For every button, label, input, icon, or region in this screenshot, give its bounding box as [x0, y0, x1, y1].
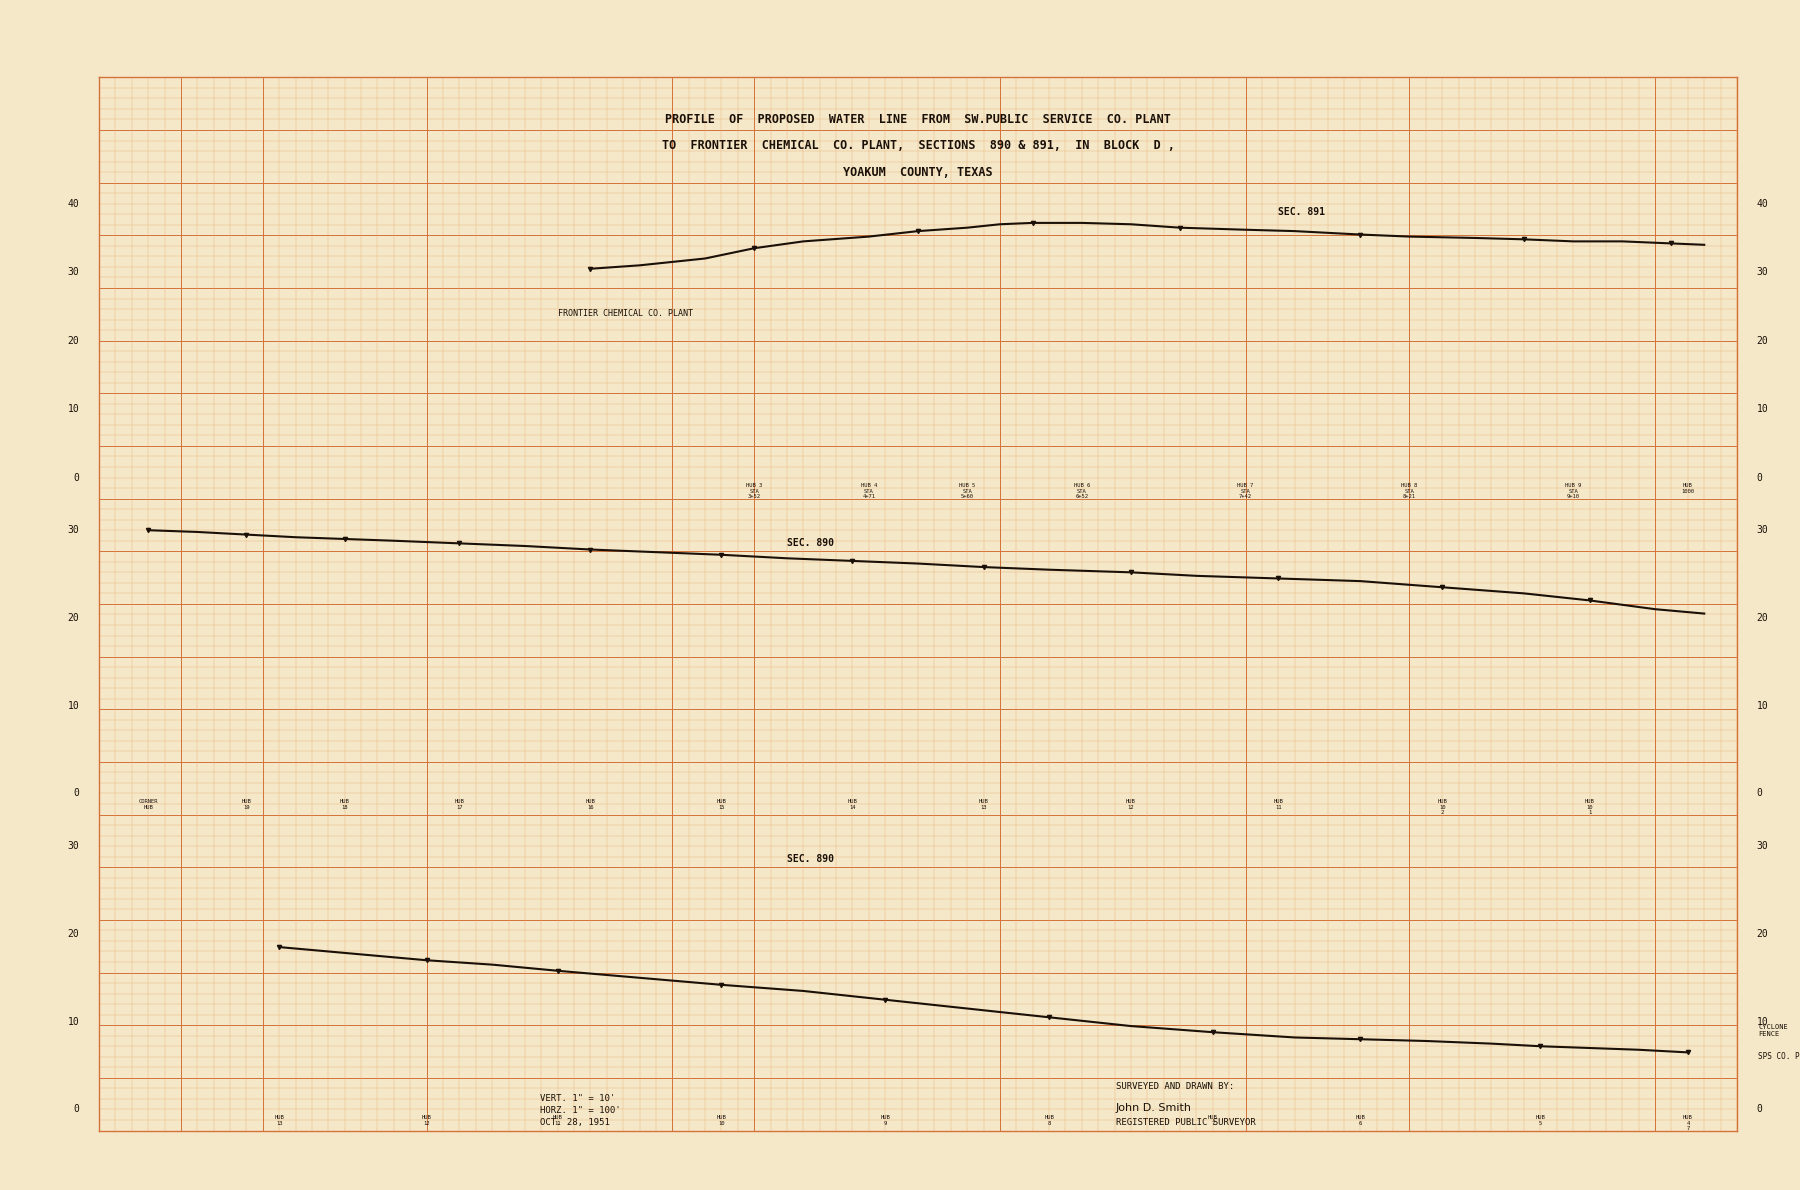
- Text: SEC. 890: SEC. 890: [787, 538, 833, 547]
- Text: HUB
14: HUB 14: [848, 798, 857, 809]
- Text: 20: 20: [68, 929, 79, 939]
- Text: OCT. 28, 1951: OCT. 28, 1951: [540, 1117, 610, 1127]
- Text: 0: 0: [74, 1104, 79, 1115]
- Text: 0: 0: [1757, 472, 1762, 483]
- Text: HUB 8
STA
8+21: HUB 8 STA 8+21: [1400, 483, 1418, 500]
- Text: PROFILE  OF  PROPOSED  WATER  LINE  FROM  SW.PUBLIC  SERVICE  CO. PLANT: PROFILE OF PROPOSED WATER LINE FROM SW.P…: [664, 113, 1172, 126]
- Text: 30: 30: [1757, 268, 1768, 277]
- Text: SURVEYED AND DRAWN BY:: SURVEYED AND DRAWN BY:: [1116, 1082, 1235, 1091]
- Text: HUB
16: HUB 16: [585, 798, 596, 809]
- Text: 20: 20: [68, 336, 79, 345]
- Text: 30: 30: [1757, 525, 1768, 536]
- Text: TO  FRONTIER  CHEMICAL  CO. PLANT,  SECTIONS  890 & 891,  IN  BLOCK  D ,: TO FRONTIER CHEMICAL CO. PLANT, SECTIONS…: [662, 139, 1174, 152]
- Text: 20: 20: [1757, 613, 1768, 624]
- Text: HUB
13: HUB 13: [979, 798, 988, 809]
- Text: 10: 10: [1757, 701, 1768, 710]
- Text: HUB
8: HUB 8: [1044, 1115, 1055, 1126]
- Text: 0: 0: [74, 472, 79, 483]
- Text: 10: 10: [68, 405, 79, 414]
- Text: YOAKUM  COUNTY, TEXAS: YOAKUM COUNTY, TEXAS: [842, 165, 994, 178]
- Text: 0: 0: [74, 789, 79, 798]
- Text: 10: 10: [1757, 405, 1768, 414]
- Text: HUB
9: HUB 9: [880, 1115, 891, 1126]
- Text: HUB
12: HUB 12: [421, 1115, 432, 1126]
- Text: 10: 10: [1757, 1016, 1768, 1027]
- Text: REGISTERED PUBLIC SURVEYOR: REGISTERED PUBLIC SURVEYOR: [1116, 1117, 1256, 1127]
- Text: HUB 6
STA
6+52: HUB 6 STA 6+52: [1073, 483, 1091, 500]
- Text: CYCLONE
FENCE: CYCLONE FENCE: [1759, 1023, 1787, 1036]
- Text: HUB
5: HUB 5: [1535, 1115, 1546, 1126]
- Text: HUB
17: HUB 17: [454, 798, 464, 809]
- Text: HUB
4
7: HUB 4 7: [1683, 1115, 1692, 1132]
- Text: 30: 30: [1757, 841, 1768, 851]
- Text: HUB
18: HUB 18: [340, 798, 349, 809]
- Text: 30: 30: [68, 268, 79, 277]
- Text: HORZ. 1" = 100': HORZ. 1" = 100': [540, 1106, 621, 1115]
- Text: HUB 9
STA
9+10: HUB 9 STA 9+10: [1564, 483, 1582, 500]
- Text: SEC. 891: SEC. 891: [1278, 207, 1325, 218]
- Text: HUB
11: HUB 11: [1273, 798, 1283, 809]
- Text: 30: 30: [68, 841, 79, 851]
- Text: HUB
1000: HUB 1000: [1681, 483, 1694, 494]
- Text: HUB 7
STA
7+42: HUB 7 STA 7+42: [1237, 483, 1255, 500]
- Text: 10: 10: [68, 1016, 79, 1027]
- Text: FRONTIER CHEMICAL CO. PLANT: FRONTIER CHEMICAL CO. PLANT: [558, 308, 693, 318]
- Text: 40: 40: [68, 199, 79, 208]
- Text: HUB
7: HUB 7: [1208, 1115, 1219, 1126]
- Text: HUB
6: HUB 6: [1355, 1115, 1364, 1126]
- Text: 20: 20: [68, 613, 79, 624]
- Text: HUB
13: HUB 13: [274, 1115, 284, 1126]
- Text: HUB
10
1: HUB 10 1: [1584, 798, 1595, 815]
- Text: 10: 10: [68, 701, 79, 710]
- Text: SEC. 890: SEC. 890: [787, 853, 833, 864]
- Text: 0: 0: [1757, 789, 1762, 798]
- Text: 40: 40: [1757, 199, 1768, 208]
- Text: CORNER
HUB: CORNER HUB: [139, 798, 158, 809]
- Text: 20: 20: [1757, 929, 1768, 939]
- Text: HUB
10
2: HUB 10 2: [1436, 798, 1447, 815]
- Text: HUB
11: HUB 11: [553, 1115, 563, 1126]
- Text: HUB 3
STA
3+52: HUB 3 STA 3+52: [745, 483, 763, 500]
- Text: SPS CO. PLANT: SPS CO. PLANT: [1759, 1052, 1800, 1061]
- Text: HUB
12: HUB 12: [1127, 798, 1136, 809]
- Text: 0: 0: [1757, 1104, 1762, 1115]
- Text: John D. Smith: John D. Smith: [1116, 1103, 1192, 1113]
- Text: 20: 20: [1757, 336, 1768, 345]
- Text: HUB
10: HUB 10: [716, 1115, 727, 1126]
- Text: 30: 30: [68, 525, 79, 536]
- Text: VERT. 1" = 10': VERT. 1" = 10': [540, 1094, 616, 1103]
- Text: HUB 4
STA
4+71: HUB 4 STA 4+71: [860, 483, 877, 500]
- Text: HUB
15: HUB 15: [716, 798, 727, 809]
- Text: HUB 5
STA
5+60: HUB 5 STA 5+60: [959, 483, 976, 500]
- Text: HUB
19: HUB 19: [241, 798, 252, 809]
